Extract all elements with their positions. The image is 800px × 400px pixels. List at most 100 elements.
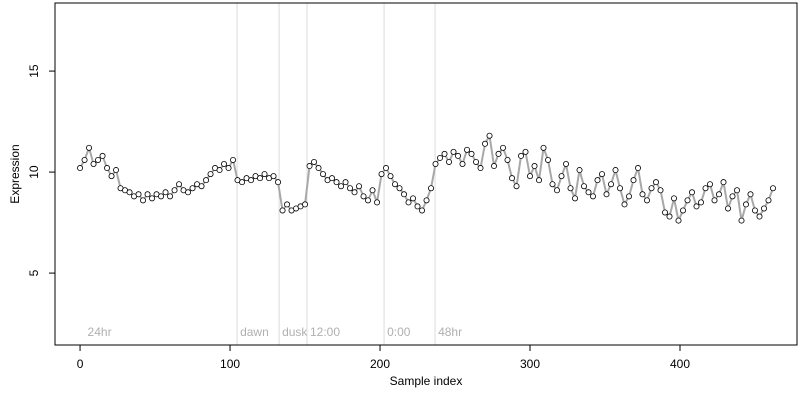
data-point: [720, 179, 727, 186]
data-point: [329, 175, 336, 182]
data-point: [729, 193, 736, 200]
data-point: [743, 201, 750, 208]
data-point: [135, 191, 142, 198]
data-point: [459, 161, 466, 168]
data-point: [275, 179, 282, 186]
data-point: [621, 201, 628, 208]
plot-frame: [54, 2, 798, 346]
data-point: [702, 185, 709, 192]
data-point: [405, 199, 412, 206]
data-point: [576, 167, 583, 174]
data-point: [126, 189, 133, 196]
data-point: [536, 177, 543, 184]
data-point: [140, 197, 147, 204]
data-point: [378, 171, 385, 178]
y-axis-label: Expression: [8, 144, 22, 203]
y-tick-label: 10: [27, 165, 41, 179]
data-point: [770, 185, 777, 192]
data-point: [765, 197, 772, 204]
data-point: [635, 165, 642, 172]
data-point: [279, 207, 286, 214]
data-point: [657, 187, 664, 194]
data-point: [356, 183, 363, 190]
data-point: [644, 197, 651, 204]
data-point: [518, 152, 525, 159]
data-point: [648, 185, 655, 192]
data-point: [95, 156, 102, 163]
data-point: [599, 171, 606, 178]
data-point: [207, 171, 214, 178]
annotation-label: 0:00: [387, 325, 411, 339]
data-point: [752, 207, 759, 214]
data-point: [464, 146, 471, 153]
data-point: [113, 167, 120, 174]
data-point: [482, 140, 489, 147]
data-point: [167, 193, 174, 200]
data-point: [198, 183, 205, 190]
data-point: [572, 195, 579, 202]
data-point: [455, 152, 462, 159]
data-point: [761, 205, 768, 212]
data-point: [585, 189, 592, 196]
y-tick-label: 5: [27, 269, 41, 276]
data-point: [558, 173, 565, 180]
x-axis-label: Sample index: [390, 374, 463, 388]
data-point: [684, 197, 691, 204]
data-point: [734, 187, 741, 194]
data-point: [540, 144, 547, 151]
data-point: [333, 179, 340, 186]
data-point: [698, 199, 705, 206]
data-point: [707, 181, 714, 188]
data-point: [725, 205, 732, 212]
x-tick-label: 100: [220, 357, 240, 371]
data-point: [662, 209, 669, 216]
annotation-label: dusk: [282, 325, 308, 339]
data-point: [189, 185, 196, 192]
data-point: [612, 167, 619, 174]
data-point: [639, 191, 646, 198]
data-point: [369, 187, 376, 194]
annotation-label: 24hr: [88, 325, 112, 339]
data-point: [414, 203, 421, 210]
data-point: [554, 187, 561, 194]
data-point: [428, 185, 435, 192]
data-point: [473, 158, 480, 165]
data-point: [230, 156, 237, 163]
data-point: [396, 185, 403, 192]
data-point: [387, 173, 394, 180]
data-point: [401, 191, 408, 198]
data-point: [666, 213, 673, 220]
data-point: [203, 177, 210, 184]
data-point: [410, 195, 417, 202]
data-point: [342, 179, 349, 186]
annotation-label: 48hr: [438, 325, 462, 339]
data-point: [338, 183, 345, 190]
data-point: [630, 177, 637, 184]
data-point: [302, 201, 309, 208]
data-point: [239, 179, 246, 186]
data-point: [738, 217, 745, 224]
data-point: [603, 191, 610, 198]
data-point: [653, 179, 660, 186]
data-point: [423, 197, 430, 204]
data-point: [104, 165, 111, 172]
data-point: [171, 187, 178, 194]
data-point: [545, 156, 552, 163]
data-point: [477, 165, 484, 172]
data-point: [284, 201, 291, 208]
data-point: [419, 207, 426, 214]
data-point: [446, 158, 453, 165]
data-point: [77, 165, 84, 172]
annotation-label: 12:00: [310, 325, 340, 339]
data-point: [320, 171, 327, 178]
data-point: [693, 203, 700, 210]
data-point: [549, 181, 556, 188]
data-point: [158, 193, 165, 200]
annotation-label: dawn: [240, 325, 269, 339]
data-point: [617, 185, 624, 192]
data-point: [99, 152, 106, 159]
data-point: [689, 189, 696, 196]
data-point: [347, 185, 354, 192]
